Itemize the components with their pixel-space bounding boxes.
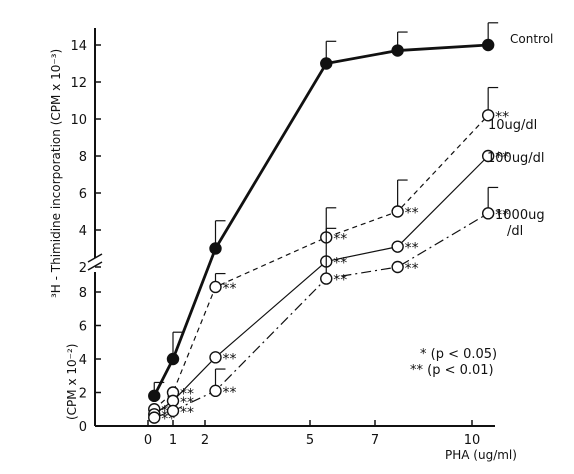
y-tick-label-lower: 8 bbox=[79, 286, 87, 301]
significance-mark: ** bbox=[223, 385, 237, 401]
data-point bbox=[481, 149, 495, 163]
x-tick-label: 2 bbox=[201, 433, 209, 448]
x-tick-label: 5 bbox=[306, 433, 314, 448]
y-tick-label-upper: 12 bbox=[70, 76, 87, 91]
data-point bbox=[166, 404, 180, 418]
y-tick-label-upper: 14 bbox=[70, 39, 87, 54]
significance-mark: ** bbox=[333, 231, 347, 247]
significance-mark: ** bbox=[180, 405, 194, 421]
legend-p001: ** (p < 0.01) bbox=[410, 363, 494, 378]
series-line bbox=[154, 212, 489, 419]
data-point bbox=[391, 205, 404, 218]
series-2: *********** bbox=[148, 86, 509, 419]
series-3: ************ bbox=[148, 149, 509, 424]
data-point bbox=[148, 389, 161, 403]
y-tick-label-lower: 2 bbox=[79, 387, 87, 402]
significance-mark: ** bbox=[405, 206, 419, 222]
legend-p005: * (p < 0.05) bbox=[420, 347, 497, 362]
significance-mark: ** bbox=[223, 281, 237, 297]
x-tick-label: 10 bbox=[464, 433, 481, 448]
data-point bbox=[166, 352, 180, 366]
y-tick-label-upper: 4 bbox=[79, 224, 87, 239]
data-point bbox=[391, 240, 404, 253]
significance-mark: ** bbox=[223, 351, 237, 367]
significance-mark: ** bbox=[405, 241, 419, 257]
x-tick-label: 1 bbox=[169, 433, 177, 448]
labels-group: Control 10ug/dl 100ug/dl 1000ug/dl * (p < 0.… bbox=[410, 32, 553, 378]
series-line bbox=[153, 43, 489, 397]
y-tick-label-lower: 0 bbox=[79, 420, 87, 435]
significance-mark: ** bbox=[333, 273, 347, 289]
y-axis-label-upper: ³H - Thimidine incorporation (CPM x 10⁻³… bbox=[49, 49, 63, 298]
series-label-control: Control bbox=[510, 32, 553, 46]
significance-mark: ** bbox=[405, 261, 419, 277]
y-tick-label-upper: 6 bbox=[79, 187, 87, 202]
significance-mark: ** bbox=[180, 395, 194, 411]
data-point bbox=[320, 272, 333, 285]
x-tick-label: 7 bbox=[371, 433, 379, 448]
significance-mark: * bbox=[161, 403, 168, 419]
series-label-1000ug-unit: /dl bbox=[507, 224, 523, 239]
y-tick-label-upper: 10 bbox=[70, 113, 87, 128]
series-1 bbox=[148, 22, 499, 403]
series-group: ************************* ********** bbox=[148, 22, 509, 428]
data-point bbox=[481, 38, 495, 52]
y-tick-label-upper: 2 bbox=[79, 261, 87, 276]
data-point bbox=[209, 280, 222, 294]
data-point bbox=[209, 384, 222, 398]
data-point bbox=[391, 44, 404, 57]
data-point bbox=[481, 109, 495, 122]
series-label-100ug: 100ug/dl bbox=[487, 151, 545, 166]
y-axis-break-mark bbox=[87, 253, 103, 263]
series-label-10ug: 10ug/dl bbox=[488, 118, 537, 133]
y-axis-break-mark bbox=[87, 261, 103, 271]
significance-mark: ** bbox=[495, 109, 509, 125]
significance-mark: ** bbox=[495, 207, 509, 223]
series-4: ** ********** bbox=[148, 186, 509, 428]
data-point bbox=[481, 207, 495, 220]
data-point bbox=[209, 242, 222, 255]
significance-mark: ** bbox=[495, 150, 509, 166]
data-point bbox=[209, 351, 222, 364]
data-point bbox=[320, 57, 333, 70]
data-point bbox=[391, 260, 404, 274]
data-point bbox=[148, 411, 161, 424]
y-tick-label-upper: 8 bbox=[79, 150, 87, 165]
significance-mark: ** bbox=[333, 255, 347, 271]
x-tick-label: 0 bbox=[144, 433, 152, 448]
series-label-1000ug: 1000ug bbox=[495, 208, 545, 223]
y-tick-label-lower: 4 bbox=[79, 353, 87, 368]
x-axis-label: PHA (ug/ml) bbox=[445, 448, 517, 462]
y-axis-label-lower: (CPM x 10⁻²) bbox=[65, 344, 79, 420]
y-tick-label-lower: 6 bbox=[79, 320, 87, 335]
